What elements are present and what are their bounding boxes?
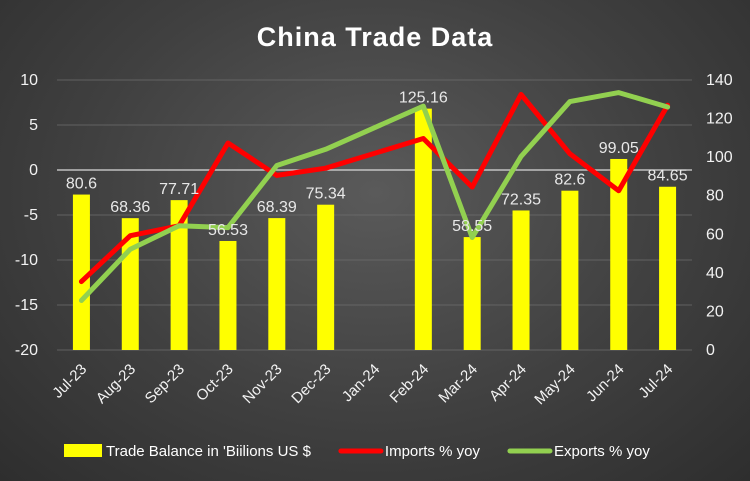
chart-title: China Trade Data bbox=[257, 22, 494, 52]
data-label: 82.6 bbox=[554, 172, 585, 189]
bar-trade-balance bbox=[268, 218, 286, 350]
line-exports-yoy bbox=[78, 90, 671, 303]
x-axis-tick: Nov-23 bbox=[239, 361, 285, 407]
left-axis-tick: -20 bbox=[15, 342, 38, 359]
x-axis-tick: Sep-23 bbox=[142, 361, 188, 407]
bar-trade-balance bbox=[610, 158, 628, 350]
bar-trade-balance bbox=[317, 204, 335, 350]
data-label: 80.6 bbox=[66, 176, 97, 193]
left-axis-tick: -5 bbox=[24, 207, 38, 224]
data-label: 58.55 bbox=[452, 218, 492, 235]
x-axis-tick: Jan-24 bbox=[339, 361, 383, 405]
x-axis-tick: Oct-23 bbox=[193, 361, 237, 405]
legend: Trade Balance in 'Biilions US $ Imports %… bbox=[64, 443, 650, 460]
bar-trade-balance bbox=[170, 200, 188, 350]
left-axis-tick: 0 bbox=[29, 162, 38, 179]
right-axis-tick: 120 bbox=[706, 111, 733, 128]
data-label: 84.65 bbox=[648, 168, 688, 185]
right-axis-tick: 20 bbox=[706, 303, 724, 320]
legend-swatch-bar bbox=[64, 444, 102, 457]
bar-trade-balance bbox=[72, 194, 90, 350]
data-label: 56.53 bbox=[208, 222, 248, 239]
lines bbox=[78, 90, 671, 303]
x-axis-tick: Jul-23 bbox=[49, 361, 90, 402]
left-axis-tick: -15 bbox=[15, 297, 38, 314]
bar-trade-balance bbox=[463, 237, 481, 350]
legend-label: Exports % yoy bbox=[554, 443, 650, 460]
gridlines bbox=[57, 79, 692, 351]
x-axis-tick: Feb-24 bbox=[387, 361, 433, 407]
right-axis-tick: 0 bbox=[706, 342, 715, 359]
data-labels: 80.6 68.36 77.71 56.53 68.39 75.34 125.16 58.55… bbox=[66, 90, 688, 239]
legend-label: Trade Balance in 'Biilions US $ bbox=[106, 443, 312, 460]
right-axis-tick: 60 bbox=[706, 226, 724, 243]
bar-trade-balance bbox=[414, 108, 432, 351]
bars bbox=[72, 108, 677, 351]
x-axis-tick: Aug-23 bbox=[93, 361, 139, 407]
data-label: 99.05 bbox=[599, 140, 639, 157]
x-axis-tick: Jun-24 bbox=[583, 361, 627, 405]
bar-trade-balance bbox=[561, 190, 579, 350]
data-label: 77.71 bbox=[159, 181, 199, 198]
x-axis-tick: Jul-24 bbox=[635, 361, 676, 402]
x-axis-tick: Mar-24 bbox=[435, 361, 481, 407]
data-label: 68.39 bbox=[257, 199, 297, 216]
left-axis-tick: 5 bbox=[29, 117, 38, 134]
right-axis-tick: 80 bbox=[706, 188, 724, 205]
left-axis-tick: 10 bbox=[20, 72, 38, 89]
right-axis-tick: 140 bbox=[706, 72, 733, 89]
right-axis-tick: 100 bbox=[706, 149, 733, 166]
x-axis-tick: Apr-24 bbox=[486, 361, 530, 405]
bar-trade-balance bbox=[219, 240, 237, 350]
legend-label: Imports % yoy bbox=[385, 443, 481, 460]
bar-trade-balance bbox=[659, 186, 677, 350]
data-label: 125.16 bbox=[399, 90, 448, 107]
bar-trade-balance bbox=[512, 210, 530, 350]
x-axis-tick: May-24 bbox=[531, 361, 578, 408]
data-label: 75.34 bbox=[306, 186, 346, 203]
x-axis-tick: Dec-23 bbox=[288, 361, 334, 407]
data-label: 68.36 bbox=[110, 199, 150, 216]
right-axis-tick: 40 bbox=[706, 265, 724, 282]
left-axis-tick: -10 bbox=[15, 252, 38, 269]
data-label: 72.35 bbox=[501, 191, 541, 208]
